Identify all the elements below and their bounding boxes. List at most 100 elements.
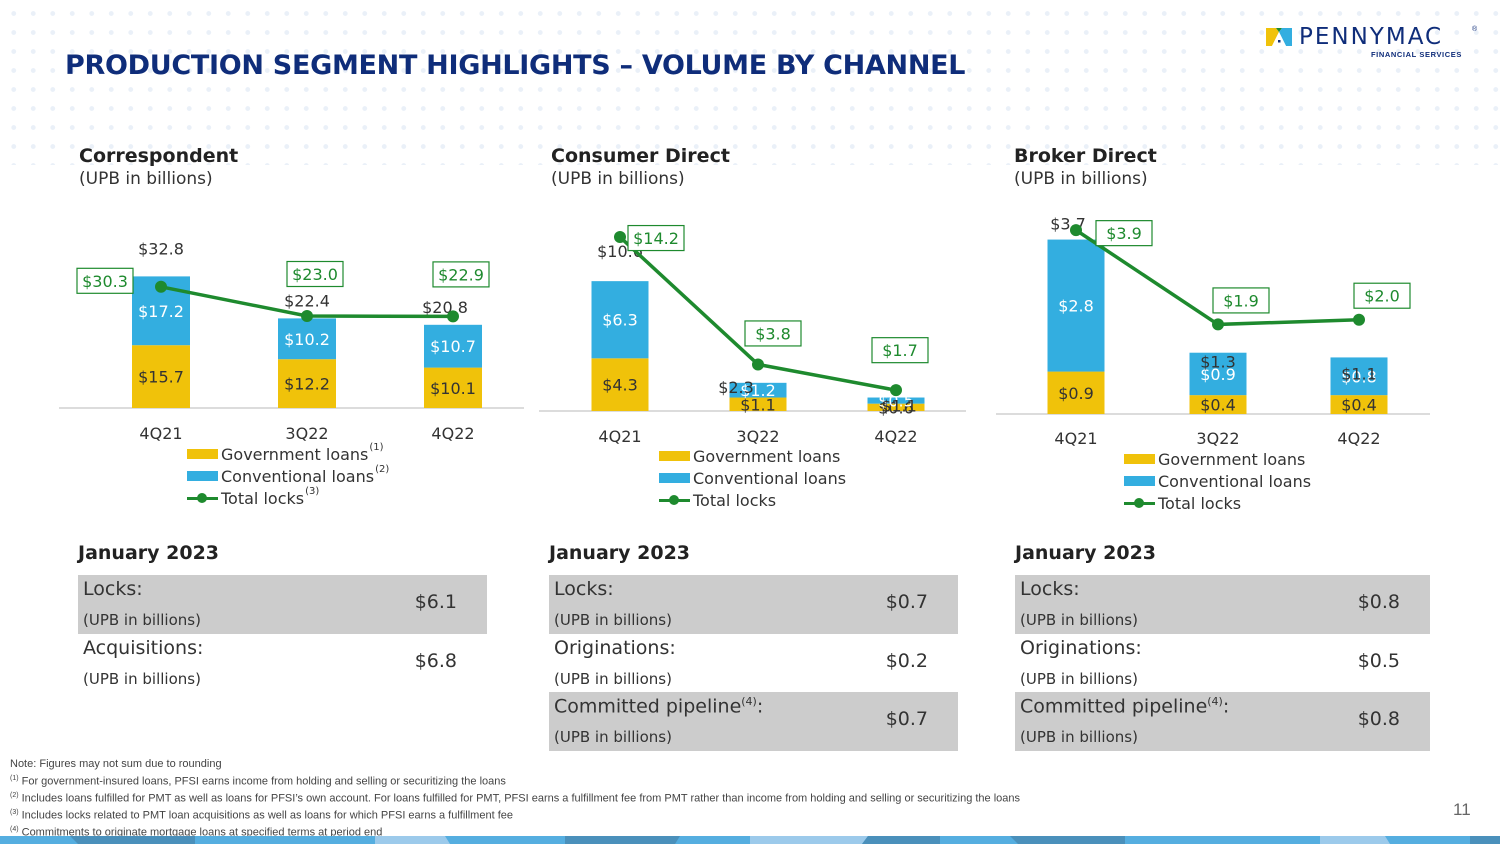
legend-item-government: Government loans: [1124, 448, 1311, 470]
bar-label-conventional: $0.9: [1200, 365, 1236, 384]
bar-government: [867, 403, 925, 411]
january-row-unit: (UPB in billions): [554, 728, 672, 746]
correspondent-chart: $15.7 $17.2 $32.8 4Q21 $12.2 $10.2 $22.4 3Q22 $1…: [59, 239, 524, 443]
legend-item-government: Government loans: [659, 445, 846, 467]
bar-total-label: $32.8: [138, 239, 184, 258]
bar-label-government: $1.1: [740, 395, 776, 414]
x-tick-label: 3Q22: [1196, 429, 1239, 448]
january-row: Locks: (UPB in billions) $6.1: [78, 575, 487, 634]
bar-total-label: $20.8: [422, 298, 468, 317]
total-locks-label-text: $3.8: [755, 324, 791, 343]
chart-title: Consumer Direct: [551, 145, 730, 167]
chart-legend: Government loans Conventional loans Tota…: [1124, 448, 1311, 514]
x-tick-label: 4Q21: [598, 427, 641, 446]
total-locks-point: [752, 358, 764, 371]
bar-government: [1047, 371, 1105, 414]
total-locks-label-box: [1353, 282, 1411, 309]
chart-legend: Government loans (1) Conventional loans (2…: [187, 442, 389, 509]
january-row-label: Locks:: [1020, 578, 1080, 600]
chart-subtitle: (UPB in billions): [1014, 169, 1148, 189]
legend-item-total-locks: Total locks: [1124, 492, 1311, 514]
legend-item-conventional: Conventional loans: [659, 467, 846, 489]
bar-label-government: $0.9: [1058, 384, 1094, 403]
total-locks-label-box: [627, 224, 685, 252]
january-row-unit: (UPB in billions): [1020, 611, 1138, 629]
bar-label-conventional: $10.2: [284, 330, 330, 349]
total-locks-label-box: [1095, 220, 1153, 247]
bar-total-label: $1.1: [1341, 364, 1377, 383]
january-row-unit: (UPB in billions): [1020, 728, 1138, 746]
total-locks-label-text: $30.3: [82, 272, 128, 291]
bar-label-conventional: $0.8: [1341, 367, 1377, 386]
legend-item-conventional: Conventional loans (2): [187, 464, 389, 487]
chart-subtitle: (UPB in billions): [551, 169, 685, 189]
footnote-1: (1) For government-insured loans, PFSI e…: [10, 774, 506, 788]
legend-swatch-government: [187, 449, 218, 459]
legend-swatch-conventional: [187, 471, 218, 481]
bar-government: [591, 358, 649, 411]
january-row: Acquisitions: (UPB in billions) $6.8: [78, 634, 487, 693]
january-row-value: $6.1: [414, 591, 457, 613]
logo-wordmark: PENNYMAC: [1299, 24, 1444, 50]
x-tick-label: 4Q21: [139, 424, 182, 443]
bar-label-government: $0.6: [878, 398, 914, 417]
total-locks-label: $3.9: [1095, 220, 1153, 247]
bar-government: [1330, 395, 1388, 414]
january-row-value: $0.7: [885, 591, 928, 613]
january-row-unit: (UPB in billions): [554, 611, 672, 629]
x-tick-label: 4Q22: [1337, 429, 1380, 448]
legend-swatch-government: [659, 451, 690, 461]
bar-label-conventional: $6.3: [602, 311, 638, 330]
x-tick-label: 4Q21: [1054, 429, 1097, 448]
page-number: 11: [1453, 800, 1471, 819]
january-row: Committed pipeline(4): (UPB in billions) $…: [549, 692, 958, 751]
bar-government: [1189, 395, 1247, 414]
total-locks-label: $1.7: [871, 337, 929, 364]
decorative-bottom-bar: [0, 836, 1500, 844]
january-row-value: $0.8: [1357, 591, 1400, 613]
january-row: Committed pipeline(4): (UPB in billions) $…: [1015, 692, 1430, 751]
logo-subtitle: FINANCIAL SERVICES: [1371, 50, 1462, 59]
january-title: January 2023: [1015, 542, 1157, 564]
total-locks-label-box: [286, 260, 344, 288]
total-locks-label-text: $22.9: [438, 265, 484, 284]
january-row-value: $0.5: [1357, 649, 1400, 672]
dot-pattern-background: [0, 0, 1500, 165]
chart-subtitle: (UPB in billions): [79, 169, 213, 189]
bar-label-government: $0.4: [1200, 396, 1236, 415]
footnotes: Note: Figures may not sum due to roundin…: [10, 757, 1020, 841]
bar-label-conventional: $17.2: [138, 302, 184, 321]
january-row-unit: (UPB in billions): [83, 669, 201, 688]
legend-line-marker-icon: [659, 495, 690, 505]
january-row-label: Locks:: [554, 578, 614, 600]
legend-item-government: Government loans (1): [187, 442, 389, 465]
january-row: Originations: (UPB in billions) $0.2: [549, 634, 958, 693]
total-locks-point: [1353, 313, 1365, 326]
bar-label-conventional: $2.8: [1058, 297, 1094, 316]
january-row-label: Originations:: [554, 636, 676, 659]
legend-line-marker-icon: [187, 493, 218, 503]
bar-conventional: [278, 318, 336, 360]
january-row-value: $0.7: [885, 708, 928, 730]
bar-total-label: $22.4: [284, 291, 330, 310]
bar-government: [424, 367, 482, 408]
total-locks-label-text: $1.7: [882, 341, 918, 360]
january-row-value: $6.8: [414, 649, 457, 672]
total-locks-label-text: $2.0: [1364, 287, 1400, 306]
total-locks-point: [1212, 318, 1224, 331]
january-row-label: Committed pipeline(4):: [554, 695, 764, 718]
bar-conventional: [867, 397, 925, 404]
x-tick-label: 4Q22: [431, 424, 474, 443]
consumer-direct-chart: $4.3$6.3$10.64Q21$1.1$1.2$2.33Q22$0.6$0.…: [539, 224, 966, 446]
total-locks-label: $30.3: [76, 267, 134, 294]
broker-direct-chart: $0.9$2.8$3.74Q21$0.4$0.9$1.33Q22$0.4$0.8…: [996, 215, 1430, 448]
total-locks-label-text: $23.0: [292, 265, 338, 284]
total-locks-point: [890, 384, 902, 397]
legend-item-total-locks: Total locks (3): [187, 486, 389, 509]
footnote-2: (2) Includes loans fulfilled for PMT as …: [10, 791, 1021, 805]
bar-label-conventional: $1.2: [740, 381, 776, 400]
bar-conventional: [424, 324, 482, 368]
bar-conventional: [591, 281, 649, 359]
bar-government: [729, 397, 787, 411]
total-locks-label-text: $14.2: [633, 229, 679, 248]
